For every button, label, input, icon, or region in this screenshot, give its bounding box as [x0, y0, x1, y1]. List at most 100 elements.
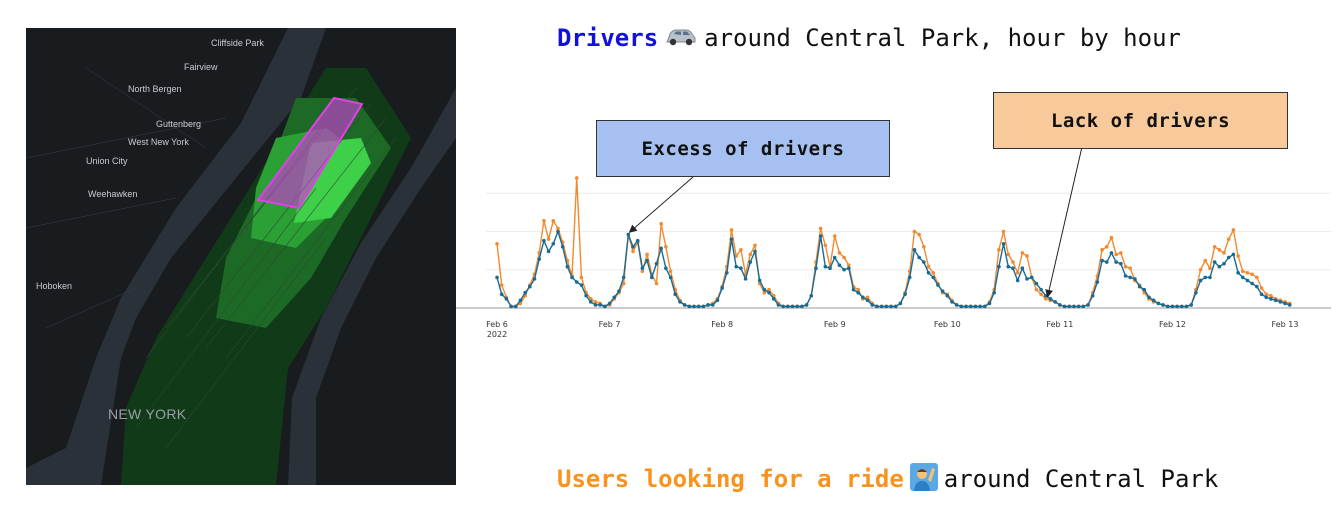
series-1-point: [734, 254, 739, 258]
series-0-point: [1287, 303, 1292, 307]
series-0-point: [678, 300, 682, 304]
series-0-point: [1231, 252, 1236, 257]
series-0-point: [1067, 304, 1072, 309]
series-1-point: [1006, 252, 1011, 257]
series-0-point: [926, 271, 931, 275]
series-0-point: [706, 303, 710, 307]
series-0-point: [950, 300, 954, 304]
series-0-point: [1048, 297, 1053, 301]
series-0-point: [1076, 304, 1081, 309]
series-0-point: [560, 245, 565, 249]
series-0-point: [1278, 300, 1283, 304]
series-0-point: [1194, 290, 1198, 295]
series-0-point: [940, 289, 945, 293]
series-1-point: [865, 295, 870, 300]
series-0-point: [922, 260, 926, 264]
series-0-point: [828, 266, 832, 271]
series-0-point: [753, 249, 757, 254]
series-0-point: [598, 303, 602, 307]
series-1-point: [556, 226, 560, 231]
series-0-point: [1222, 261, 1226, 266]
series-0-point: [1151, 298, 1156, 303]
series-0-point: [710, 303, 715, 307]
series-0-point: [518, 298, 523, 303]
series-0-point: [537, 257, 542, 261]
series-1-point: [621, 281, 626, 286]
series-1-point: [664, 245, 668, 249]
series-0-point: [673, 292, 678, 297]
x-tick-label-0: Feb 6: [486, 320, 508, 329]
series-0-point: [664, 266, 668, 271]
series-0-point: [884, 304, 889, 309]
series-1-point: [1264, 292, 1269, 297]
central-park-highlight[interactable]: [256, 96, 364, 210]
series-0-point: [570, 275, 574, 280]
chart-series: [495, 176, 1292, 309]
series-1-point: [1236, 254, 1240, 258]
series-1-point: [1114, 252, 1118, 257]
series-0-point: [1053, 300, 1057, 304]
series-0-point: [1081, 304, 1086, 309]
series-0-point: [903, 292, 907, 297]
series-1-line: [496, 177, 1290, 308]
series-1-point: [499, 283, 504, 287]
series-0-point: [743, 277, 748, 281]
series-1-point: [922, 245, 926, 249]
series-1-point: [1269, 293, 1273, 298]
series-0-point: [1058, 303, 1062, 307]
series-1-point: [1109, 235, 1114, 240]
series-1-point: [837, 251, 842, 255]
series-1-point: [832, 234, 837, 238]
map-label-hoboken: Hoboken: [36, 281, 72, 291]
series-0-point: [800, 304, 804, 309]
series-0-point: [1273, 298, 1278, 303]
series-0-point: [875, 304, 879, 309]
series-0-point: [725, 271, 729, 275]
series-0-point: [983, 304, 987, 309]
series-1-point: [659, 222, 663, 226]
series-0-point: [1086, 303, 1090, 307]
series-0-point: [720, 286, 724, 290]
series-1-point: [917, 232, 921, 237]
series-0-point: [668, 275, 673, 280]
callout-arrows: [628, 148, 1082, 298]
x-tick-label-3: Feb 9: [824, 320, 846, 329]
series-0-point: [659, 246, 663, 251]
users-heading: Users looking for a ride around Central …: [557, 463, 1218, 497]
series-0-point: [879, 304, 884, 309]
series-0-point: [1090, 293, 1095, 298]
series-0-point: [865, 298, 870, 303]
series-1-point: [1226, 237, 1231, 241]
series-0-point: [1114, 260, 1118, 264]
series-1-point: [1222, 251, 1226, 255]
series-0-point: [912, 248, 917, 252]
series-0-point: [649, 275, 654, 280]
series-0-point: [861, 295, 865, 300]
series-0-point: [781, 304, 785, 309]
series-0-point: [729, 237, 734, 241]
series-0-point: [771, 297, 776, 301]
series-0: [495, 229, 1292, 309]
series-0-point: [978, 304, 982, 309]
series-0-point: [968, 304, 973, 309]
series-0-point: [1236, 271, 1240, 275]
series-0-point: [715, 298, 720, 303]
series-0-point: [1184, 304, 1189, 309]
series-0-point: [1208, 275, 1212, 280]
map-label-west-new-york: West New York: [128, 137, 189, 147]
jersey-roads: [26, 67, 227, 329]
series-0-point: [987, 301, 992, 306]
series-1-point: [1039, 292, 1043, 297]
series-0-point: [1269, 297, 1273, 301]
series-1-point: [1250, 272, 1254, 277]
series-1-point: [645, 252, 649, 257]
series-0-point: [1255, 284, 1259, 289]
series-0-point: [818, 234, 823, 238]
series-1-point: [593, 300, 598, 304]
series-0-point: [795, 304, 799, 309]
series-0-point: [898, 301, 903, 306]
series-0-point: [1128, 275, 1133, 280]
series-0-point: [997, 264, 1001, 269]
series-1-point: [767, 287, 771, 292]
